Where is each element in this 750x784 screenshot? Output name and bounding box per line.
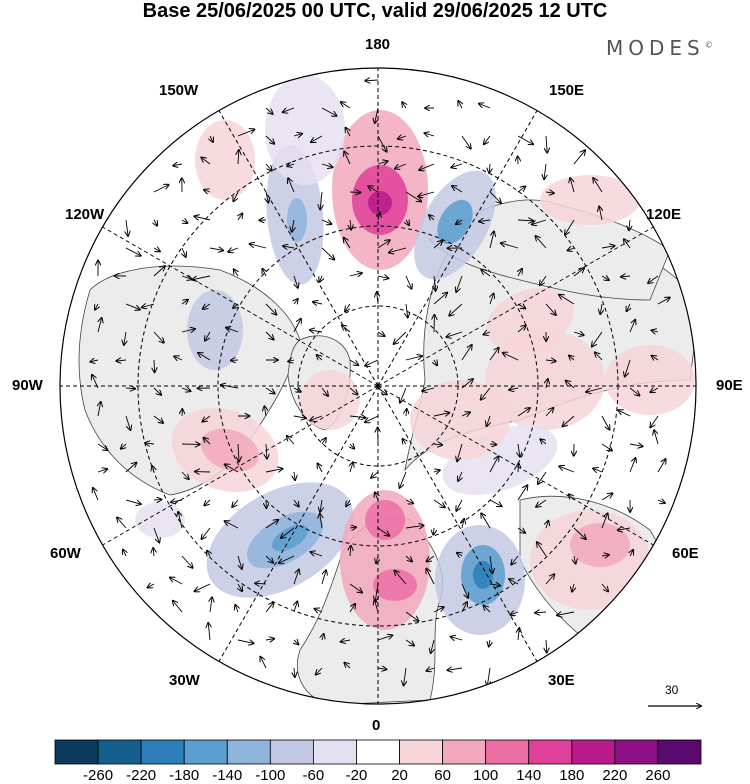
colorbar-swatch xyxy=(486,740,529,764)
colorbar-tick-label: 140 xyxy=(516,768,541,783)
colorbar-tick-label: 180 xyxy=(559,768,584,783)
lon-label-90w: 90W xyxy=(12,378,43,394)
colorbar-swatch xyxy=(184,740,227,764)
colorbar-tick-label: 260 xyxy=(645,768,670,783)
lon-label-30w: 30W xyxy=(169,673,200,689)
colorbar-tick-label: -260 xyxy=(83,768,113,783)
anomaly-contour xyxy=(473,561,493,589)
lon-label-150e: 150E xyxy=(549,83,584,99)
colorbar-swatch xyxy=(270,740,313,764)
anomaly-contour xyxy=(265,75,345,185)
colorbar xyxy=(55,740,701,764)
wind-vector xyxy=(518,464,519,472)
colorbar-swatch xyxy=(313,740,356,764)
colorbar-swatch xyxy=(658,740,701,764)
anomaly-contour xyxy=(410,380,510,460)
lon-label-120w: 120W xyxy=(65,207,104,223)
colorbar-tick-label: 20 xyxy=(391,768,408,783)
colorbar-swatch xyxy=(141,740,184,764)
reference-vector-label: 30 xyxy=(665,683,678,697)
anomaly-contour xyxy=(187,290,243,370)
wind-vector xyxy=(154,360,155,372)
colorbar-tick-label: 100 xyxy=(473,768,498,783)
colorbar-swatch xyxy=(572,740,615,764)
colorbar-tick-label: -180 xyxy=(169,768,199,783)
lon-label-150w: 150W xyxy=(159,83,198,99)
anomaly-contour xyxy=(605,345,695,415)
colorbar-tick-label: 220 xyxy=(602,768,627,783)
colorbar-tick-label: -60 xyxy=(303,768,325,783)
wind-vector xyxy=(433,528,434,535)
colorbar-swatch xyxy=(55,740,98,764)
lon-label-90e: 90E xyxy=(716,378,743,394)
lon-label-60e: 60E xyxy=(672,546,699,562)
colorbar-swatch xyxy=(227,740,270,764)
colorbar-tick-label: -20 xyxy=(346,768,368,783)
anomaly-contour xyxy=(135,502,185,538)
colorbar-tick-label: -220 xyxy=(126,768,156,783)
wind-vector xyxy=(490,444,496,445)
anomaly-contour xyxy=(300,370,360,430)
colorbar-tick-label: -100 xyxy=(255,768,285,783)
colorbar-swatch xyxy=(615,740,658,764)
colorbar-swatch xyxy=(98,740,141,764)
anomaly-contour xyxy=(540,175,640,225)
anomaly-contour xyxy=(368,191,392,215)
anomaly-contour xyxy=(287,198,307,242)
anomaly-contour xyxy=(365,500,405,540)
anomaly-contour xyxy=(373,569,417,601)
lon-label-60w: 60W xyxy=(50,546,81,562)
colorbar-swatch xyxy=(400,740,443,764)
colorbar-swatch xyxy=(356,740,399,764)
lon-label-30e: 30E xyxy=(548,673,575,689)
colorbar-swatch xyxy=(443,740,486,764)
lon-label-0: 0 xyxy=(372,718,380,734)
colorbar-tick-label: -140 xyxy=(212,768,242,783)
lon-label-120e: 120E xyxy=(646,207,681,223)
colorbar-tick-label: 60 xyxy=(434,768,451,783)
colorbar-swatch xyxy=(529,740,572,764)
lon-label-180: 180 xyxy=(365,37,390,53)
